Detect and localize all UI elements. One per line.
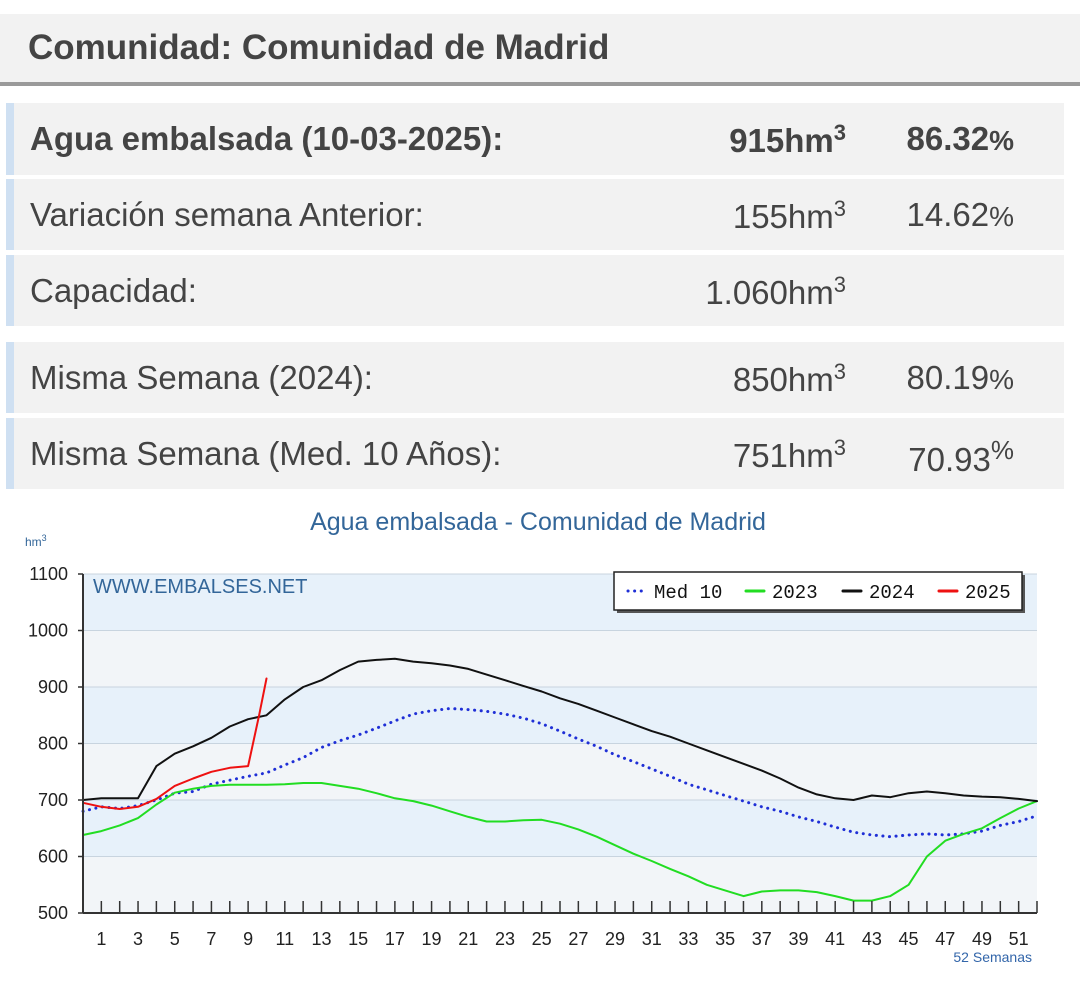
weeks-note: 52 Semanas xyxy=(953,949,1032,965)
region-title: Comunidad: Comunidad de Madrid xyxy=(28,28,610,67)
stat-percentage: 80.19% xyxy=(906,359,1015,396)
y-tick-label: 700 xyxy=(38,790,68,810)
y-tick-label: 800 xyxy=(38,734,68,754)
plot-band xyxy=(83,800,1037,857)
stat-row-capacity: Capacidad: 1.060hm3 xyxy=(6,255,1064,326)
x-tick-label: 27 xyxy=(568,929,588,949)
x-tick-label: 21 xyxy=(458,929,478,949)
stat-label: Capacidad: xyxy=(30,272,197,309)
y-tick-label: 900 xyxy=(38,677,68,697)
x-tick-label: 9 xyxy=(243,929,253,949)
series-line-2023 xyxy=(82,782,1038,902)
stat-percentage: 70.93% xyxy=(908,435,1014,478)
y-tick-label: 1100 xyxy=(29,564,68,584)
stat-row-weekly-variation: Variación semana Anterior: 155hm3 14.62% xyxy=(6,179,1064,250)
stat-value: 751hm3 xyxy=(732,435,846,474)
y-axis-label: hm3 xyxy=(25,533,47,549)
stat-value: 850hm3 xyxy=(732,359,846,398)
x-tick-label: 47 xyxy=(935,929,955,949)
reservoir-chart: Agua embalsada - Comunidad de Madrid hm3… xyxy=(25,508,1039,965)
stat-value: 915hm3 xyxy=(729,120,846,159)
series-line-med-10 xyxy=(81,707,1039,839)
stat-label: Misma Semana (Med. 10 Años): xyxy=(30,435,502,472)
x-tick-label: 31 xyxy=(642,929,662,949)
stat-label: Variación semana Anterior: xyxy=(30,196,424,233)
series-line-2025 xyxy=(82,677,268,810)
y-tick-label: 1000 xyxy=(28,621,68,641)
x-tick-label: 51 xyxy=(1009,929,1029,949)
legend-label: 2025 xyxy=(965,582,1011,604)
legend-label: 2023 xyxy=(772,582,818,604)
legend-label: Med 10 xyxy=(654,582,722,604)
legend-label: 2024 xyxy=(869,582,915,604)
x-tick-label: 19 xyxy=(422,929,442,949)
stat-row-same-week-2024: Misma Semana (2024): 850hm3 80.19% xyxy=(6,342,1064,413)
x-tick-label: 7 xyxy=(206,929,216,949)
x-tick-label: 25 xyxy=(532,929,552,949)
x-tick-label: 29 xyxy=(605,929,625,949)
stat-value: 1.060hm3 xyxy=(705,272,846,311)
chart-title: Agua embalsada - Comunidad de Madrid xyxy=(310,508,766,536)
region-header: Comunidad: Comunidad de Madrid xyxy=(0,14,1080,86)
x-tick-label: 39 xyxy=(788,929,808,949)
watermark: WWW.EMBALSES.NET xyxy=(93,576,307,598)
stat-label: Agua embalsada (10-03-2025): xyxy=(30,120,504,157)
x-tick-label: 43 xyxy=(862,929,882,949)
x-tick-label: 17 xyxy=(385,929,405,949)
x-tick-label: 49 xyxy=(972,929,992,949)
stat-row-same-week-10yr-average: Misma Semana (Med. 10 Años): 751hm3 70.9… xyxy=(6,418,1064,489)
stat-value: 155hm3 xyxy=(732,196,846,235)
y-tick-label: 600 xyxy=(38,847,68,867)
stat-label: Misma Semana (2024): xyxy=(30,359,373,396)
x-tick-label: 5 xyxy=(170,929,180,949)
stat-row-stored-water: Agua embalsada (10-03-2025): 915hm3 86.3… xyxy=(6,103,1064,175)
chart-legend: Med 10 2023 2024 2025 xyxy=(613,571,1025,613)
x-tick-label: 23 xyxy=(495,929,515,949)
x-tick-label: 13 xyxy=(311,929,331,949)
x-tick-label: 41 xyxy=(825,929,845,949)
x-tick-label: 15 xyxy=(348,929,368,949)
x-tick-label: 33 xyxy=(678,929,698,949)
x-tick-label: 35 xyxy=(715,929,735,949)
stat-percentage: 86.32% xyxy=(906,120,1015,157)
y-tick-label: 500 xyxy=(38,903,68,923)
series-lines xyxy=(81,657,1039,902)
x-tick-label: 45 xyxy=(899,929,919,949)
x-tick-label: 11 xyxy=(275,929,294,949)
plot-band xyxy=(83,687,1037,744)
series-line-2024 xyxy=(82,657,1038,803)
stat-percentage: 14.62% xyxy=(906,196,1015,233)
x-tick-label: 37 xyxy=(752,929,772,949)
x-tick-label: 3 xyxy=(133,929,143,949)
x-tick-label: 1 xyxy=(96,929,106,949)
